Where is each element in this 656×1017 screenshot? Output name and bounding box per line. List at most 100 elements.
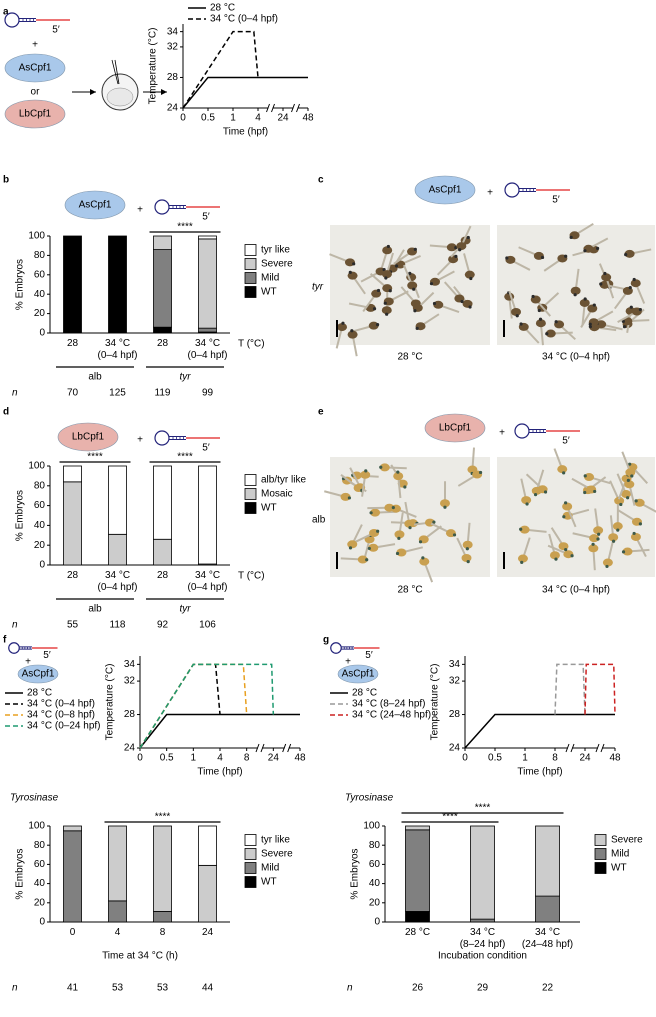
fish-eye	[570, 554, 574, 558]
fish-eye	[622, 325, 627, 329]
legend-swatch	[244, 834, 257, 846]
fish-yolk	[370, 508, 381, 517]
category-axis-label: T (°C)	[238, 571, 265, 582]
x-axis-label: Time (hpf)	[197, 767, 242, 778]
x-tick-label: 24	[579, 753, 591, 764]
fish-yolk	[630, 279, 641, 288]
axis-break-gap	[598, 744, 602, 752]
x-tick-label: 34 °C (8–24 hpf)	[459, 927, 506, 950]
fish-eye	[432, 520, 436, 524]
legend-label: WT	[261, 503, 277, 514]
axis-break	[266, 103, 270, 113]
fish-eye	[403, 485, 407, 489]
bar-segment	[198, 465, 217, 565]
y-tick-label: 100	[28, 821, 45, 832]
fish-yolk	[622, 547, 633, 556]
panel-letter: a	[3, 7, 9, 18]
protein	[424, 413, 486, 443]
legend-swatch	[244, 502, 257, 514]
x-tick-label: 4	[255, 113, 261, 124]
x-axis-label: Time at 34 °C (h)	[102, 951, 178, 962]
fish-eye	[408, 526, 412, 530]
fish-eye	[382, 268, 386, 272]
y-tick-label: 32	[449, 676, 461, 687]
fish-eye	[619, 502, 623, 507]
embryo-yolk	[106, 87, 134, 107]
legend-label: tyr like	[261, 835, 290, 846]
fish-eye	[465, 547, 469, 551]
legend-swatch	[594, 834, 607, 846]
bar-segment	[535, 825, 560, 897]
legend-label: WT	[261, 287, 277, 298]
legend-swatch	[244, 488, 257, 500]
bar-segment	[108, 825, 127, 902]
x-tick-label: 34 °C (0–4 hpf)	[187, 338, 228, 361]
y-tick-label: 20	[369, 897, 381, 908]
y-tick-label: 24	[167, 103, 179, 114]
protein-label: LbCpf1	[72, 432, 105, 443]
legend-label: 28 °C	[27, 688, 52, 699]
fish-eye	[564, 501, 568, 505]
y-tick-label: 24	[124, 743, 136, 754]
fish-yolk	[396, 548, 407, 557]
fish-eye	[533, 493, 538, 497]
fish-eye	[588, 325, 592, 329]
axis-break	[271, 103, 275, 113]
fish-eye	[621, 550, 626, 554]
legend-label: 34 °C (8–24 hpf)	[352, 699, 426, 710]
x-tick-label-box: 34 °C (0–4 hpf)	[97, 338, 137, 361]
fish-yolk	[588, 544, 599, 553]
fish-eye	[391, 506, 395, 510]
y-tick-label: 60	[369, 859, 381, 870]
x-axis-label: Time (hpf)	[517, 767, 562, 778]
y-tick-label: 32	[124, 676, 136, 687]
fish-eye	[583, 490, 587, 495]
n-value: 53	[112, 983, 124, 994]
protein-label: AsCpf1	[19, 63, 52, 74]
legend-label: alb/tyr like	[261, 475, 306, 486]
x-tick-label: 0	[462, 753, 468, 764]
axis-break-gap	[568, 744, 572, 752]
n-label: n	[12, 983, 18, 994]
fish-eye	[375, 322, 380, 327]
fish-eye	[545, 332, 549, 336]
fish-yolk	[579, 298, 590, 307]
x-tick-label-box: 34 °C (8–24 hpf)	[459, 927, 506, 950]
fish-eye	[583, 249, 587, 253]
fish-yolk	[602, 558, 613, 567]
fish-eye	[630, 474, 634, 478]
legend-label: Severe	[611, 835, 643, 846]
x-tick-label: 4	[217, 753, 223, 764]
fish-yolk	[517, 554, 528, 563]
fish-eye	[638, 522, 642, 526]
fish-yolk	[368, 543, 379, 552]
fish-eye	[591, 542, 595, 546]
y-tick-label: 0	[374, 917, 380, 928]
y-tick-label: 60	[34, 859, 46, 870]
y-axis-label: Temperature (°C)	[430, 664, 441, 741]
fish-eye	[628, 286, 632, 290]
fish-yolk	[347, 330, 358, 339]
legend-label: Mild	[611, 849, 629, 860]
fish-eye	[573, 293, 577, 297]
x-tick-label: 28 °C	[404, 927, 431, 938]
fish-eye	[515, 314, 519, 318]
fish-yolk	[419, 557, 430, 566]
x-tick-label: 34 °C (0–4 hpf)	[97, 570, 138, 593]
x-axis-label: Time (hpf)	[223, 127, 268, 138]
y-tick-label: 80	[34, 840, 46, 851]
bar-segment	[405, 825, 430, 831]
fish-yolk	[464, 270, 475, 279]
n-value: 119	[155, 388, 171, 399]
five-prime: 5′	[552, 195, 560, 206]
fish-yolk	[589, 534, 600, 543]
legend-label: 34 °C (0–4 hpf)	[210, 14, 278, 25]
fish-eye	[569, 235, 573, 239]
bar-segment	[63, 830, 82, 923]
x-tick-label-box: 34 °C (0–4 hpf)	[187, 570, 227, 593]
fish-eye	[341, 321, 345, 325]
fish-eye	[397, 536, 401, 540]
fish-yolk	[545, 329, 556, 338]
five-prime: 5′	[43, 650, 51, 661]
fish-yolk	[549, 551, 560, 560]
